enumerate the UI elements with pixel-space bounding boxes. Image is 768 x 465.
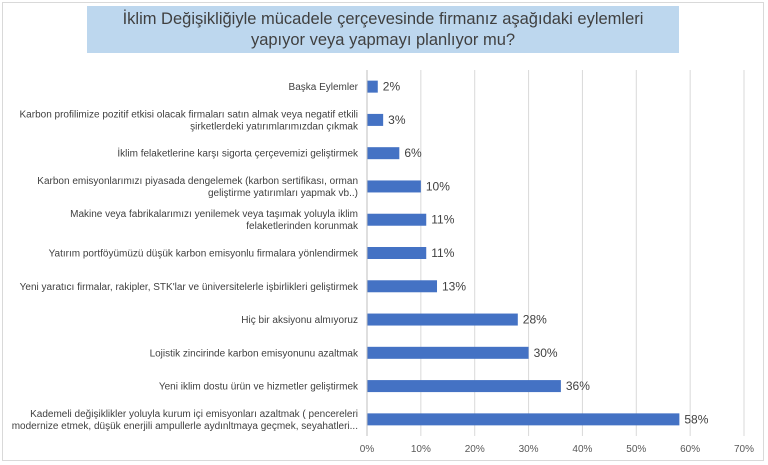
data-label: 58% (684, 412, 708, 426)
category-label: şirketlerdeki yatırımlarımızdan çıkmak (190, 121, 359, 132)
data-label: 2% (383, 80, 401, 94)
bar (367, 413, 680, 426)
data-label: 28% (523, 313, 547, 327)
category-label: İklim felaketlerine karşı sigorta çerçev… (117, 147, 359, 160)
x-tick-label: 30% (519, 444, 539, 455)
category-label: geliştirme yatırımları yapmak vb..) (208, 188, 358, 199)
bar (367, 346, 529, 359)
bar (367, 247, 427, 259)
x-tick-label: 0% (360, 444, 375, 455)
bar (367, 280, 438, 293)
bar (367, 380, 561, 393)
category-label: Kademeli değişiklikler yoluyla kurum içi… (30, 409, 358, 420)
bar (367, 180, 421, 193)
category-label: Hiç bir aksiyonu almıyoruz (241, 315, 358, 326)
data-label: 10% (426, 179, 450, 193)
chart-title: İklim Değişikliğiyle mücadele çerçevesin… (87, 6, 679, 53)
bar (367, 213, 427, 226)
category-label: Karbon profilimize pozitif etkisi olacak… (20, 109, 358, 120)
category-label: Yeni iklim dostu ürün ve hizmetler geliş… (159, 382, 359, 393)
data-label: 3% (388, 113, 406, 127)
category-label: felaketlerinden korunmak (246, 221, 359, 232)
x-tick-label: 10% (411, 444, 431, 455)
category-label: Makine veya fabrikalarımızı yenilemek ve… (70, 209, 358, 220)
data-label: 30% (534, 346, 558, 360)
category-label: Lojistik zincirinde karbon emisyonunu az… (150, 348, 359, 359)
bar (367, 147, 400, 160)
x-tick-label: 50% (626, 444, 646, 455)
bar (367, 80, 378, 93)
category-label: modernize etmek, düşük enerjili ampuller… (12, 421, 358, 432)
bar (367, 113, 384, 126)
x-tick-label: 70% (734, 444, 754, 455)
data-label: 36% (566, 379, 590, 393)
category-label: Yeni yaratıcı firmalar, rakipler, STK'la… (20, 282, 359, 293)
data-label: 13% (442, 279, 466, 293)
category-label: Yatırım portföyümüzü düşük karbon emisyo… (49, 249, 359, 260)
data-label: 11% (431, 213, 454, 227)
category-label: Karbon emisyonlarımızı piyasada dengelem… (37, 176, 358, 187)
data-label: 6% (404, 146, 422, 160)
data-label: 11% (431, 246, 454, 260)
x-tick-label: 60% (680, 444, 700, 455)
x-tick-label: 20% (465, 444, 485, 455)
category-label: Başka Eylemler (289, 82, 359, 93)
chart-frame (2, 2, 764, 461)
x-tick-label: 40% (572, 444, 592, 455)
bar (367, 313, 518, 326)
